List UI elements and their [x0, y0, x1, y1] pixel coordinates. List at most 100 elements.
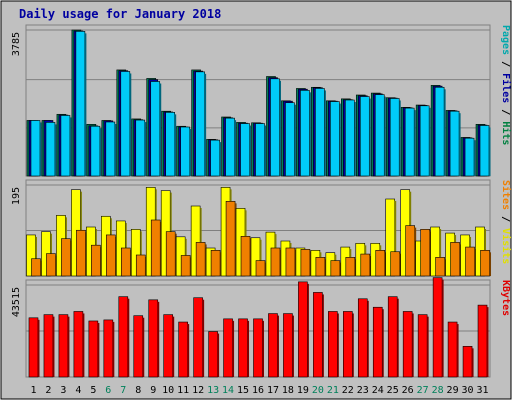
- bar-body: [150, 81, 161, 177]
- bar-visits-day-1: [26, 234, 37, 277]
- bar-kbytes-day-25: [387, 296, 399, 378]
- bar-shadow: [384, 96, 386, 176]
- bar-shadow: [444, 89, 446, 176]
- bar-kbytes-day-4: [73, 311, 85, 378]
- bar-body: [253, 318, 263, 378]
- bar-pages-day-27: [419, 105, 431, 177]
- x-tick-label: 1: [30, 385, 36, 396]
- series-side-label: Pages / Files / Hits: [500, 25, 512, 145]
- bar-pages-day-9: [150, 81, 162, 177]
- bar-body: [357, 298, 368, 378]
- bar-visits-day-16: [250, 237, 262, 277]
- bar-kbytes-day-6: [103, 319, 115, 378]
- bar-sites-day-2: [46, 253, 57, 277]
- bar-shadow: [459, 113, 461, 176]
- x-tick-label: 18: [282, 385, 294, 396]
- bar-visits-day-12: [190, 205, 202, 277]
- bar-shadow: [277, 315, 279, 377]
- x-tick-label: 17: [267, 385, 279, 396]
- bar-sites-day-30: [465, 246, 477, 277]
- bar-body: [404, 107, 415, 177]
- bar-body: [223, 318, 233, 378]
- bar-shadow: [187, 324, 190, 377]
- bar-pages-day-13: [210, 139, 222, 177]
- bar-shadow: [442, 279, 444, 377]
- bar-body: [390, 251, 401, 277]
- bar-sites-day-23: [360, 253, 372, 277]
- bar-body: [389, 98, 400, 177]
- bar-shadow: [489, 127, 491, 176]
- bar-body: [255, 123, 265, 177]
- bar-shadow: [99, 128, 102, 176]
- bar-body: [480, 250, 490, 277]
- bar-body: [133, 315, 144, 378]
- bar-pages-day-21: [330, 101, 341, 177]
- bar-pages-day-2: [45, 122, 57, 177]
- chart-title: Daily usage for January 2018: [19, 7, 221, 21]
- bar-body: [118, 296, 129, 378]
- bar-shadow: [439, 229, 442, 276]
- bar-visits-day-28: [430, 226, 442, 277]
- bar-shadow: [354, 102, 356, 176]
- bar-shadow: [202, 299, 205, 377]
- bar-shadow: [217, 333, 220, 377]
- side-label-part: KBytes: [500, 280, 511, 316]
- y-max-label: 43515: [11, 287, 22, 317]
- bar-body: [88, 320, 99, 378]
- bar-sites-day-4: [76, 229, 87, 277]
- bar-shadow: [399, 100, 401, 176]
- bar-pages-day-11: [180, 126, 192, 177]
- bar-body: [240, 123, 250, 177]
- bar-kbytes-day-2: [43, 314, 55, 378]
- bar-body: [405, 225, 415, 277]
- x-tick-label: 16: [252, 385, 264, 396]
- bar-shadow: [292, 315, 294, 377]
- bar-body: [180, 255, 191, 277]
- bar-sites-day-31: [480, 250, 492, 277]
- bar-body: [31, 258, 41, 277]
- bar-kbytes-day-11: [178, 321, 190, 378]
- bar-sites-day-3: [61, 238, 72, 277]
- bar-kbytes-day-16: [253, 318, 264, 378]
- bar-kbytes-day-27: [417, 314, 429, 378]
- bar-body: [315, 88, 325, 177]
- bar-kbytes-day-14: [223, 318, 235, 378]
- bar-shadow: [487, 307, 489, 377]
- bar-pages-day-28: [434, 86, 446, 177]
- bar-body: [28, 317, 39, 378]
- bar-sites-day-20: [315, 257, 327, 277]
- bar-kbytes-day-19: [298, 281, 309, 378]
- bar-body: [270, 247, 281, 277]
- bar-body: [462, 346, 473, 378]
- bar-shadow: [39, 122, 42, 176]
- bar-shadow: [97, 322, 100, 377]
- x-tick-label: 27: [417, 385, 429, 396]
- side-label-part: /: [500, 55, 511, 73]
- bar-shadow: [369, 98, 371, 176]
- bar-body: [419, 105, 430, 177]
- bar-pages-day-16: [255, 123, 266, 177]
- bar-body: [330, 260, 341, 277]
- bar-body: [477, 304, 488, 378]
- bar-pages-day-24: [374, 94, 386, 177]
- bar-pages-day-4: [75, 31, 87, 177]
- bar-body: [238, 318, 248, 378]
- bar-body: [43, 314, 54, 378]
- x-tick-label: 24: [372, 385, 384, 396]
- bar-body: [417, 314, 428, 378]
- bar-shadow: [172, 316, 175, 377]
- x-tick-label: 14: [222, 385, 234, 396]
- bar-body: [120, 71, 131, 177]
- bar-shadow: [249, 125, 252, 176]
- bar-kbytes-day-8: [133, 315, 145, 378]
- bar-pages-day-5: [90, 125, 102, 177]
- bar-shadow: [157, 301, 160, 377]
- bar-body: [359, 96, 370, 177]
- bar-pages-day-10: [165, 112, 177, 177]
- x-tick-label: 7: [120, 385, 126, 396]
- bar-body: [150, 219, 161, 277]
- bar-kbytes-day-23: [357, 298, 369, 378]
- bar-pages-day-15: [240, 123, 252, 177]
- bar-kbytes-day-1: [28, 317, 40, 378]
